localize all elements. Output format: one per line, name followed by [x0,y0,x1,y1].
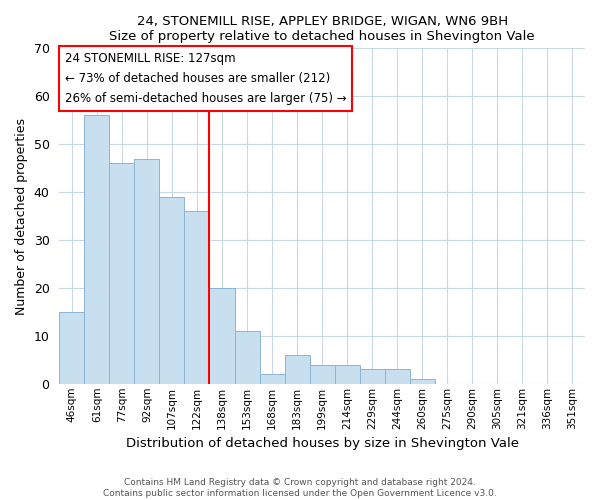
Y-axis label: Number of detached properties: Number of detached properties [15,118,28,314]
Text: 24 STONEMILL RISE: 127sqm
← 73% of detached houses are smaller (212)
26% of semi: 24 STONEMILL RISE: 127sqm ← 73% of detac… [65,52,346,104]
Bar [209,288,235,384]
Bar [410,379,435,384]
Bar [184,212,209,384]
Bar [284,355,310,384]
Bar [109,164,134,384]
Bar [85,116,109,384]
Text: Contains HM Land Registry data © Crown copyright and database right 2024.
Contai: Contains HM Land Registry data © Crown c… [103,478,497,498]
Bar [59,312,85,384]
Bar [260,374,284,384]
Bar [160,197,184,384]
X-axis label: Distribution of detached houses by size in Shevington Vale: Distribution of detached houses by size … [125,437,518,450]
Bar [310,364,335,384]
Bar [385,370,410,384]
Bar [359,370,385,384]
Bar [134,158,160,384]
Bar [235,331,260,384]
Title: 24, STONEMILL RISE, APPLEY BRIDGE, WIGAN, WN6 9BH
Size of property relative to d: 24, STONEMILL RISE, APPLEY BRIDGE, WIGAN… [109,15,535,43]
Bar [335,364,359,384]
